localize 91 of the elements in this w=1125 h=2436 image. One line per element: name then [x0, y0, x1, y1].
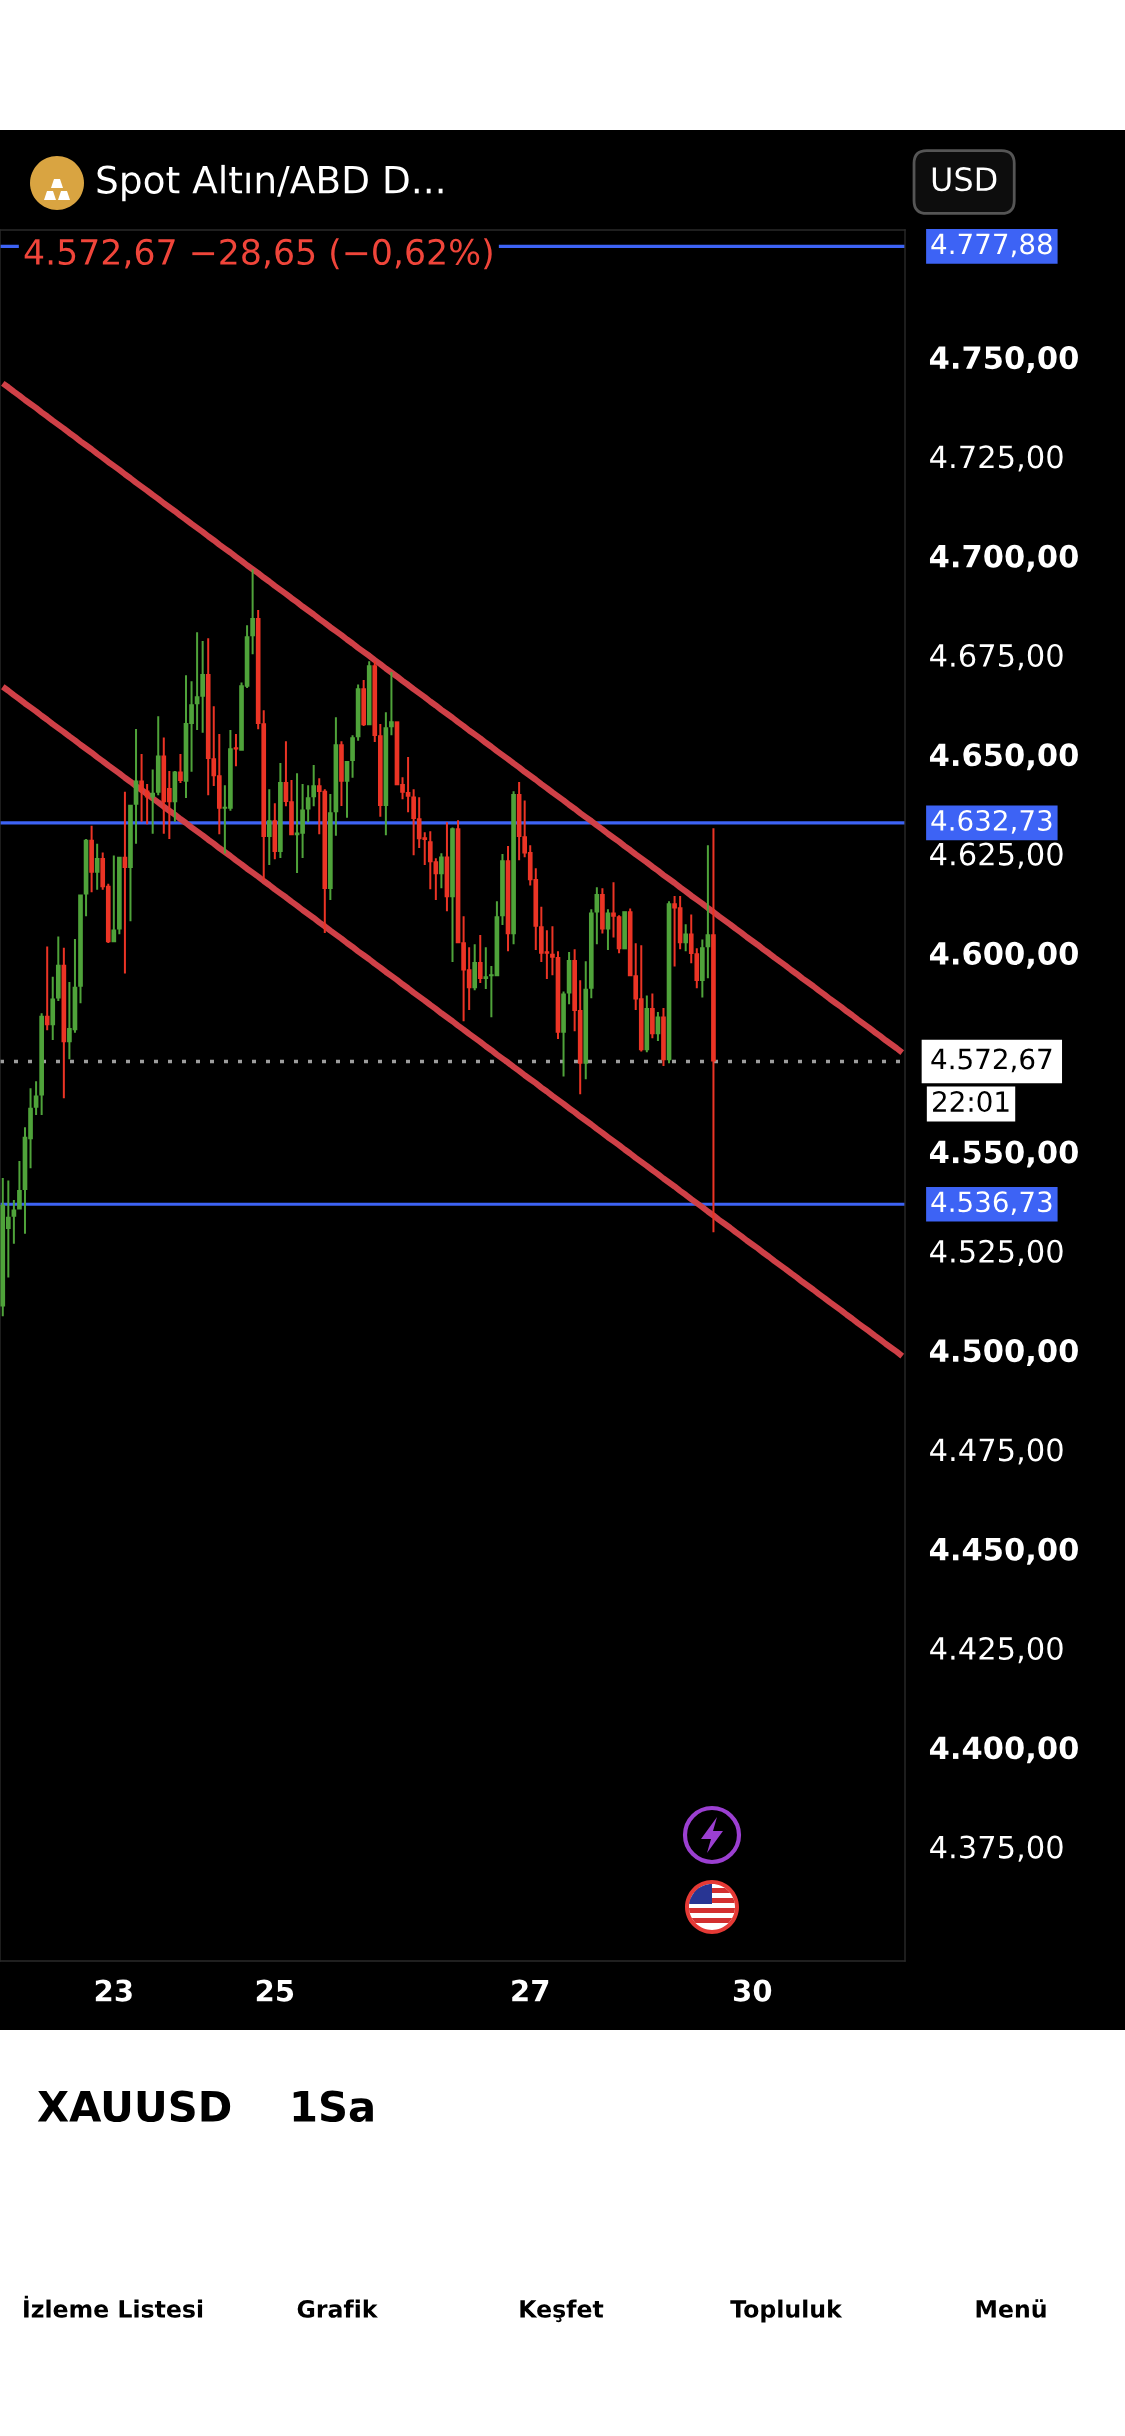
- candlestick: [511, 791, 516, 945]
- candlestick: [477, 935, 483, 984]
- ref-line-label: 4.632,73: [931, 809, 1052, 834]
- y-tick-label: 4.500,00: [929, 1339, 1078, 1367]
- candlestick: [33, 1081, 39, 1115]
- candlestick: [389, 672, 394, 736]
- candlestick: [311, 765, 317, 807]
- y-tick-label: 4.625,00: [930, 842, 1063, 869]
- y-tick-label: 4.400,00: [929, 1736, 1078, 1764]
- x-tick-label: 23: [95, 1979, 132, 2002]
- chart-title: Spot Altın/ABD D...: [97, 164, 443, 202]
- candlestick: [111, 855, 117, 943]
- text: XAUUSD: [37, 2090, 231, 2123]
- candlestick: [39, 1013, 44, 1115]
- ref-line-label: 4.572,67: [931, 1048, 1052, 1073]
- candlestick: [594, 887, 600, 945]
- candlestick: [17, 1161, 22, 1210]
- text: Keşfet: [520, 2299, 604, 2323]
- candlestick: [78, 894, 83, 1004]
- y-tick-label: 4.525,00: [930, 1239, 1063, 1266]
- y-tick-label: 4.675,00: [930, 643, 1063, 671]
- candlestick: [150, 769, 156, 834]
- candlestick: [94, 843, 100, 890]
- candlestick: [439, 853, 444, 889]
- text: 22:01: [933, 1091, 1009, 1113]
- candlestick: [600, 888, 605, 934]
- text: Menü: [976, 2299, 1046, 2318]
- candlestick: [44, 946, 50, 1031]
- y-tick-label: 4.550,00: [929, 1140, 1078, 1168]
- candlestick: [250, 569, 255, 655]
- candlestick: [278, 763, 283, 858]
- candlestick: [622, 911, 627, 950]
- candlestick: [583, 961, 589, 1080]
- x-tick-label: 27: [512, 1979, 549, 2002]
- ref-line-label: 4.536,73: [931, 1191, 1052, 1216]
- candlestick: [178, 753, 183, 783]
- y-tick-label: 4.650,00: [929, 743, 1078, 771]
- candlestick: [272, 803, 278, 860]
- candlestick: [500, 854, 505, 926]
- candlestick: [483, 947, 489, 990]
- text: USD: [932, 167, 997, 192]
- candlestick: [650, 993, 655, 1039]
- candlestick: [144, 784, 150, 825]
- y-tick-label: 4.375,00: [930, 1835, 1063, 1862]
- candlestick: [450, 827, 455, 963]
- candlestick: [55, 936, 61, 1001]
- candlestick: [128, 804, 133, 922]
- candlestick: [133, 728, 139, 844]
- candlestick: [50, 976, 56, 1040]
- candlestick: [366, 661, 372, 726]
- candlestick: [561, 991, 566, 1077]
- candlestick: [122, 791, 128, 974]
- candlestick: [705, 845, 711, 979]
- candlestick: [11, 1199, 17, 1244]
- candlestick: [266, 789, 272, 866]
- y-tick-label: 4.725,00: [930, 445, 1063, 472]
- candlestick: [139, 753, 144, 822]
- y-tick-label: 4.750,00: [929, 346, 1078, 374]
- text: İzleme Listesi: [24, 2295, 203, 2318]
- y-tick-label: 4.425,00: [930, 1636, 1063, 1664]
- y-tick-label: 4.700,00: [929, 544, 1078, 572]
- candlestick: [444, 822, 450, 912]
- candlestick: [344, 761, 350, 818]
- x-tick-label: 25: [256, 1979, 294, 2002]
- x-tick-label: 30: [733, 1979, 772, 2002]
- candlestick: [233, 734, 239, 767]
- y-tick-label: 4.450,00: [929, 1537, 1078, 1565]
- candlestick: [155, 716, 161, 796]
- candlestick: [711, 828, 716, 1233]
- y-tick-label: 4.600,00: [929, 941, 1078, 969]
- candlestick: [117, 856, 122, 935]
- text: Topluluk: [730, 2299, 843, 2323]
- y-tick-label: 4.475,00: [930, 1438, 1063, 1465]
- candlestick: [328, 794, 333, 901]
- ref-line-label: 4.777,88: [931, 233, 1052, 258]
- text: Grafik: [297, 2299, 378, 2318]
- candlestick: [350, 735, 355, 778]
- candlestick: [89, 825, 94, 893]
- candlestick: [361, 680, 366, 727]
- candlestick: [339, 741, 344, 806]
- candlestick: [683, 924, 689, 952]
- candlestick: [305, 785, 311, 823]
- candlestick: [61, 947, 67, 1099]
- candlestick: [605, 909, 611, 951]
- candlestick: [661, 1008, 666, 1067]
- chart-subtitle: 4.572,67 −28,65 (−0,62%): [24, 238, 492, 270]
- candlestick: [644, 995, 650, 1053]
- candlestick: [472, 944, 478, 991]
- text: 1Sa: [293, 2090, 373, 2123]
- candlestick: [700, 939, 705, 998]
- candlestick: [588, 909, 594, 999]
